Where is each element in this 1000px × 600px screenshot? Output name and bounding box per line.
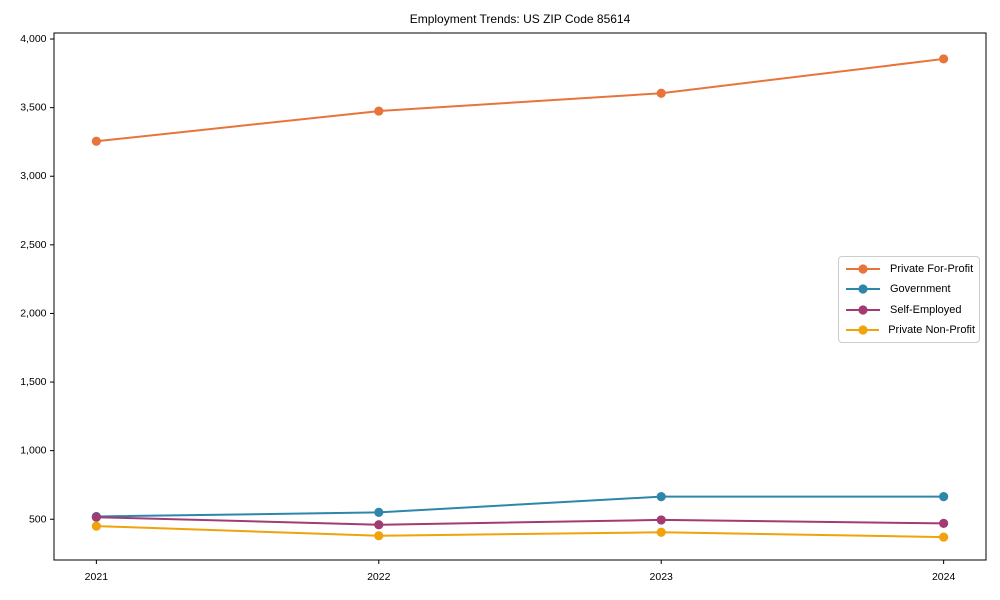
series-private-for-profit [91,54,949,146]
y-tick-label: 500 [29,513,47,525]
chart-legend: Private For-Profit Government Self-Employe… [838,256,980,343]
data-point [91,512,101,522]
x-tick-label: 2024 [932,571,956,583]
legend-marker-sample [846,325,880,335]
y-tick-label: 4,000 [20,33,46,45]
series-line [96,57,944,143]
legend-item-private-non-profit: Private Non-Profit [845,322,975,338]
y-tick-label: 2,000 [20,307,46,319]
series-self-employed [91,512,949,530]
series-private-non-profit [91,521,949,542]
series-government [91,492,949,522]
data-point [656,88,666,98]
data-point [374,507,384,517]
data-point [939,492,949,502]
data-point [374,106,384,116]
plot-area: 500 1,000 1,500 2,000 2,500 3,000 3,500 4,000 20… [20,32,987,583]
legend-label: Self-Employed [890,303,962,316]
data-point [939,532,949,542]
data-point [374,520,384,530]
data-point [939,54,949,64]
data-point [656,515,666,525]
data-point [656,527,666,537]
legend-item-government: Government [845,281,975,297]
data-point [656,492,666,502]
plot-spines [53,32,987,561]
legend-item-private-for-profit: Private For-Profit [845,261,975,277]
data-point [91,136,101,146]
y-tick-label: 1,000 [20,445,46,457]
data-point [91,521,101,531]
legend-marker-sample [846,305,880,315]
legend-label: Private For-Profit [890,263,974,276]
legend-marker-sample [846,284,880,294]
x-tick-label: 2022 [367,571,391,583]
series-line [96,516,944,526]
chart-title: Employment Trends: US ZIP Code 85614 [410,12,631,26]
y-tick-label: 1,500 [20,376,46,388]
legend-item-self-employed: Self-Employed [845,302,975,318]
series-line [96,495,944,518]
x-axis-ticks: 2021 2022 2023 2024 [85,560,956,583]
legend-marker-sample [846,264,880,274]
series-line [96,525,944,539]
x-tick-label: 2021 [85,571,109,583]
legend-label: Private Non-Profit [888,323,975,336]
data-point [374,531,384,541]
y-axis-ticks: 500 1,000 1,500 2,000 2,500 3,000 3,500 4,000 [20,33,54,525]
x-tick-label: 2023 [650,571,674,583]
y-tick-label: 2,500 [20,239,46,251]
y-tick-label: 3,000 [20,170,46,182]
y-tick-label: 3,500 [20,102,46,114]
data-point [939,518,949,528]
legend-label: Government [890,283,951,296]
